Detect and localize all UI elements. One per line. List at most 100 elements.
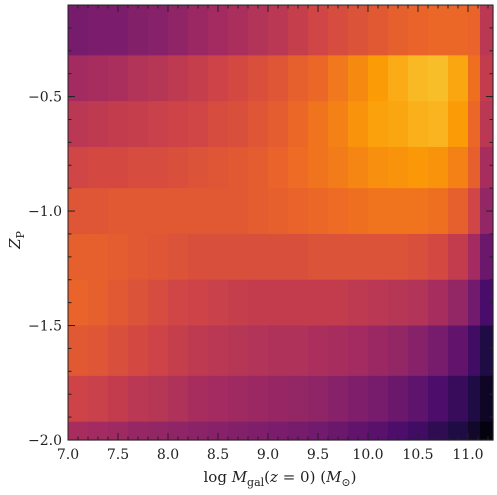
heatmap-cell xyxy=(128,55,149,102)
heatmap-cell xyxy=(328,188,349,235)
heatmap-cell xyxy=(268,279,289,327)
heatmap-cell xyxy=(328,55,349,102)
heatmap-cell xyxy=(68,421,89,441)
heatmap-cell xyxy=(248,188,269,235)
heatmap-cell xyxy=(228,101,249,148)
heatmap-cell xyxy=(368,233,389,281)
heatmap-cell xyxy=(148,146,169,189)
heatmap-cell xyxy=(88,375,109,423)
heatmap-cell xyxy=(188,421,209,441)
heatmap-cell xyxy=(228,55,249,102)
heatmap-cell xyxy=(348,101,369,148)
heatmap-cell xyxy=(408,5,429,56)
x-tick-label: 7.5 xyxy=(107,447,129,463)
heatmap-cell xyxy=(68,188,89,235)
heatmap-cell xyxy=(188,188,209,235)
heatmap-cell xyxy=(268,375,289,423)
heatmap-cell xyxy=(468,325,481,377)
heatmap-cell xyxy=(480,375,494,423)
heatmap-cell xyxy=(108,375,129,423)
heatmap-cell xyxy=(288,55,309,102)
heatmap-cell xyxy=(148,325,169,377)
heatmap-cell xyxy=(448,279,469,327)
heatmap-cell xyxy=(228,375,249,423)
heatmap-cell xyxy=(108,279,129,327)
heatmap-cell xyxy=(148,279,169,327)
x-axis-label: log Mgal(z = 0) (M⊙) xyxy=(203,468,356,489)
heatmap-cell xyxy=(368,279,389,327)
heatmap-cell xyxy=(468,279,481,327)
heatmap-cell xyxy=(228,146,249,189)
heatmap-cell xyxy=(328,279,349,327)
heatmap-cell xyxy=(148,5,169,56)
heatmap-cell xyxy=(248,279,269,327)
heatmap-cell xyxy=(308,325,329,377)
heatmap-cell xyxy=(428,188,449,235)
heatmap-cell xyxy=(228,5,249,56)
x-axis-label-sub: gal xyxy=(247,476,265,489)
x-tick-label: 8.5 xyxy=(207,447,229,463)
y-tick-label: −1.5 xyxy=(28,319,62,335)
heatmap-cell xyxy=(208,5,229,56)
heatmap-cell xyxy=(208,188,229,235)
heatmap-cell xyxy=(168,5,189,56)
heatmap-cell xyxy=(388,375,409,423)
heatmap-cell xyxy=(428,146,449,189)
heatmap-cell xyxy=(448,101,469,148)
heatmap-cell xyxy=(68,55,89,102)
heatmap-cell xyxy=(348,5,369,56)
heatmap-cell xyxy=(428,55,449,102)
heatmap-cells xyxy=(68,5,494,441)
x-axis-label-z: ( xyxy=(264,468,270,486)
heatmap-cell xyxy=(408,421,429,441)
heatmap-cell xyxy=(328,421,349,441)
heatmap-cell xyxy=(148,101,169,148)
heatmap-cell xyxy=(128,101,149,148)
y-axis-label: ZP xyxy=(6,230,27,249)
heatmap-cell xyxy=(480,55,494,102)
heatmap-cell xyxy=(248,233,269,281)
heatmap-cell xyxy=(288,421,309,441)
heatmap-cell xyxy=(108,233,129,281)
heatmap-cell xyxy=(168,101,189,148)
heatmap-cell xyxy=(408,233,429,281)
heatmap-cell xyxy=(268,55,289,102)
x-axis-label-msun: M xyxy=(325,468,342,486)
heatmap-cell xyxy=(468,101,481,148)
heatmap-cell xyxy=(388,5,409,56)
heatmap-cell xyxy=(108,101,129,148)
heatmap-cell xyxy=(388,421,409,441)
heatmap-cell xyxy=(328,101,349,148)
heatmap-cell xyxy=(428,101,449,148)
heatmap-cell xyxy=(368,421,389,441)
heatmap-cell xyxy=(148,375,169,423)
heatmap-cell xyxy=(368,325,389,377)
heatmap-cell xyxy=(128,146,149,189)
heatmap-cell xyxy=(428,5,449,56)
heatmap-cell xyxy=(480,101,494,148)
heatmap-cell xyxy=(480,325,494,377)
heatmap-cell xyxy=(448,5,469,56)
heatmap-cell xyxy=(480,146,494,189)
heatmap-cell xyxy=(448,325,469,377)
heatmap-cell xyxy=(88,55,109,102)
heatmap-cell xyxy=(268,421,289,441)
heatmap-cell xyxy=(248,375,269,423)
heatmap-cell xyxy=(188,279,209,327)
heatmap-cell xyxy=(268,325,289,377)
heatmap-cell xyxy=(388,279,409,327)
heatmap-cell xyxy=(208,55,229,102)
heatmap-cell xyxy=(228,421,249,441)
heatmap-cell xyxy=(88,5,109,56)
heatmap-cell xyxy=(68,101,89,148)
heatmap-cell xyxy=(388,325,409,377)
heatmap-cell xyxy=(368,5,389,56)
heatmap-cell xyxy=(188,233,209,281)
heatmap-cell xyxy=(108,421,129,441)
heatmap-cell xyxy=(208,421,229,441)
heatmap-cell xyxy=(308,188,329,235)
heatmap-cell xyxy=(88,146,109,189)
heatmap-cell xyxy=(148,188,169,235)
heatmap-cell xyxy=(248,55,269,102)
heatmap-cell xyxy=(228,279,249,327)
